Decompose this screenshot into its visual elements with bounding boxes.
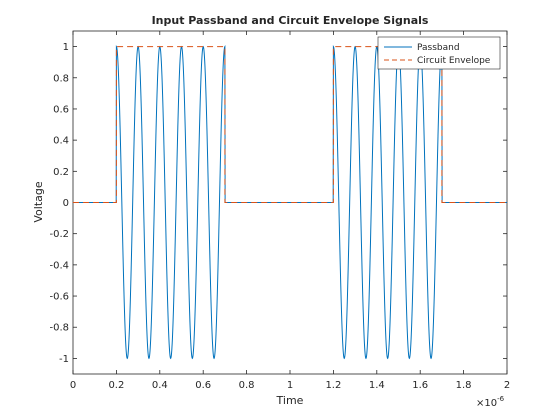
x-tick-label: 0.8 — [239, 380, 255, 391]
x-axis-label: Time — [276, 394, 304, 407]
y-tick-label: -0.2 — [49, 229, 69, 240]
y-tick-label: -0.8 — [49, 323, 69, 334]
x-exponent-label: ×10-6 — [476, 395, 505, 409]
y-tick-label: 0.8 — [53, 73, 69, 84]
x-tick-label: 0 — [70, 380, 76, 391]
series-line-circuit-envelope — [73, 46, 507, 203]
y-tick-label: -0.4 — [49, 260, 69, 271]
legend-box — [377, 36, 501, 70]
x-tick-label: 1 — [287, 380, 293, 391]
x-tick-label: 1.4 — [369, 380, 385, 391]
series-group — [73, 45, 507, 360]
series-line-passband — [73, 45, 507, 360]
y-axis-label: Voltage — [32, 181, 45, 222]
legend: Passband Circuit Envelope — [377, 36, 501, 70]
x-tick-label: 2 — [504, 380, 510, 391]
y-tick-label: 0 — [63, 198, 69, 209]
legend-envelope-label: Circuit Envelope — [417, 56, 491, 66]
x-tick-label: 1.6 — [412, 380, 428, 391]
x-tick-label: 1.2 — [325, 380, 341, 391]
x-tick-label: 0.2 — [108, 380, 124, 391]
y-tick-label: 0.2 — [53, 167, 69, 178]
y-tick-label: 0.4 — [53, 136, 69, 147]
axis-ticks: 0 0.2 0.4 0.6 0.8 1 1.2 1.4 1.6 1.8 2 -1 -0.8 -0.6 -0.… — [49, 31, 510, 391]
legend-passband-label: Passband — [417, 43, 460, 53]
y-tick-label: -1 — [59, 354, 69, 365]
x-tick-label: 0.4 — [152, 380, 168, 391]
y-tick-label: -0.6 — [49, 292, 69, 303]
y-tick-label: 1 — [63, 42, 69, 53]
x-tick-label: 1.8 — [456, 380, 472, 391]
chart-title: Input Passband and Circuit Envelope Sign… — [152, 14, 429, 27]
y-tick-label: 0.6 — [53, 104, 69, 115]
x-tick-label: 0.6 — [195, 380, 211, 391]
